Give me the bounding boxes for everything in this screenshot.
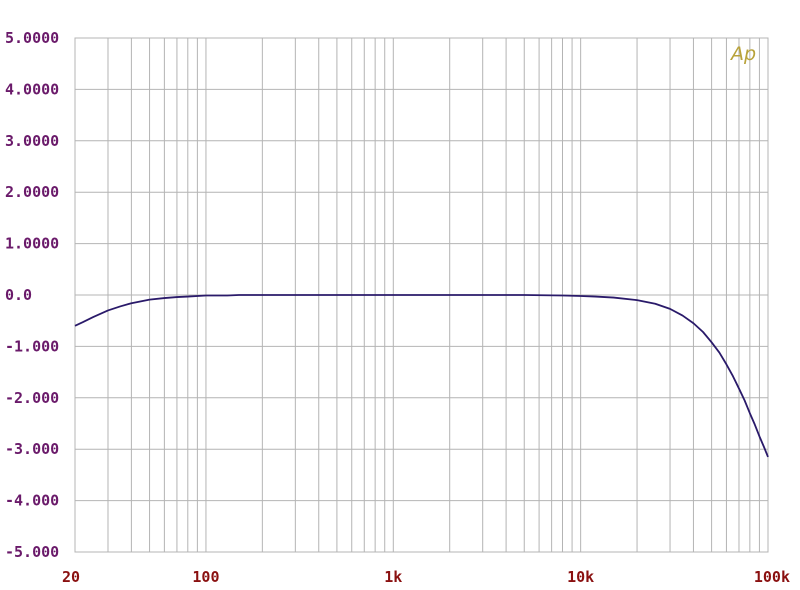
x-tick-label: 1k — [384, 568, 402, 586]
y-tick-label: -2.000 — [5, 389, 59, 407]
x-tick-label: 100k — [754, 568, 790, 586]
x-tick-labels: 20 100 1k 10k 100k — [62, 568, 790, 586]
y-tick-label: 4.0000 — [5, 80, 59, 98]
plot-border — [74, 37, 769, 553]
ap-logo: Ap — [729, 43, 756, 65]
y-tick-label: -5.000 — [5, 543, 59, 561]
y-tick-label: 3.0000 — [5, 132, 59, 150]
x-tick-label: 100 — [192, 568, 219, 586]
y-tick-label: -3.000 — [5, 440, 59, 458]
y-tick-labels: 5.0000 4.0000 3.0000 2.0000 1.0000 0.0 -1.000 -… — [5, 29, 59, 561]
y-tick-label: 2.0000 — [5, 183, 59, 201]
y-tick-label: 1.0000 — [5, 235, 59, 253]
series-line — [74, 294, 769, 458]
y-tick-label: -1.000 — [5, 337, 59, 355]
y-tick-label: 0.0 — [5, 286, 32, 304]
y-tick-label: -4.000 — [5, 492, 59, 510]
x-tick-label: 20 — [62, 568, 80, 586]
y-tick-label: 5.0000 — [5, 29, 59, 47]
x-tick-label: 10k — [567, 568, 594, 586]
